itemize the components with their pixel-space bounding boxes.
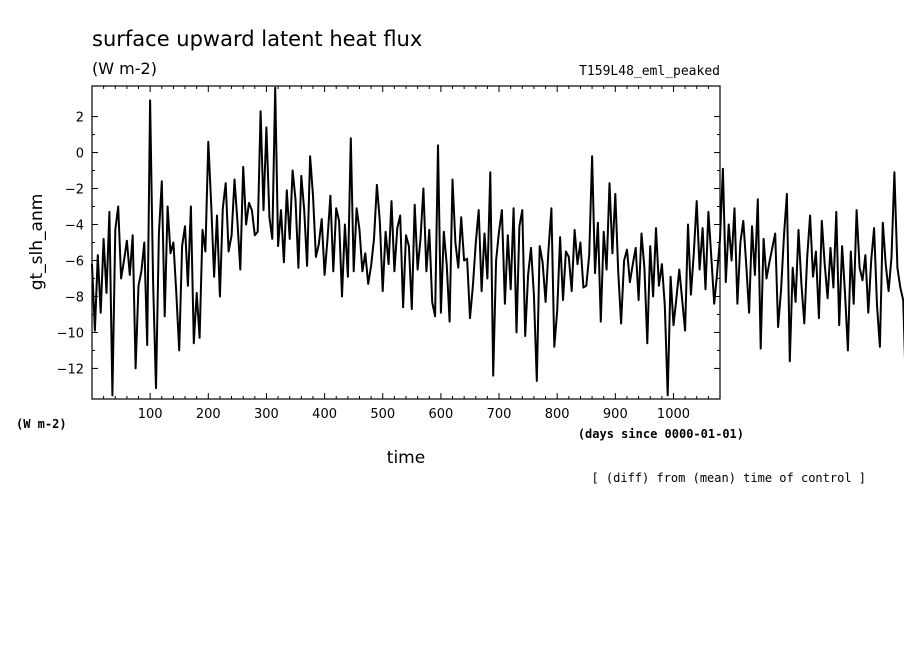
y-tick-label: 2 <box>76 111 84 126</box>
x-tick-label: 400 <box>312 407 337 422</box>
x-tick-label: 200 <box>196 407 221 422</box>
x-axis-units: (days since 0000-01-01) <box>578 427 744 441</box>
chart-title: surface upward latent heat flux <box>92 27 422 51</box>
y-axis-label: gt_slh_anm <box>27 194 47 291</box>
x-tick-label: 500 <box>370 407 395 422</box>
x-tick-label: 1000 <box>657 407 690 422</box>
series-line <box>91 86 904 397</box>
y-axis: 2 0 −2 −4 −6 −8 −10 −12 <box>57 111 720 377</box>
y-axis-units: (W m-2) <box>16 417 67 431</box>
y-tick-label: −12 <box>57 362 84 377</box>
run-name: T159L48_eml_peaked <box>579 64 720 79</box>
x-tick-label: 300 <box>254 407 279 422</box>
y-tick-label: −6 <box>65 254 84 269</box>
x-tick-label: 700 <box>487 407 512 422</box>
y-tick-label: 0 <box>76 147 84 162</box>
diff-note: [ (diff) from (mean) time of control ] <box>591 471 866 485</box>
y-tick-label: −4 <box>65 219 84 234</box>
x-tick-label: 900 <box>603 407 628 422</box>
x-tick-label: 100 <box>138 407 163 422</box>
x-axis: 100 200 300 400 500 600 700 800 900 1000 <box>103 86 709 422</box>
title-units: (W m-2) <box>92 59 157 78</box>
y-tick-label: −2 <box>65 183 84 198</box>
y-tick-label: −8 <box>65 290 84 305</box>
x-tick-label: 600 <box>428 407 453 422</box>
y-tick-label: −10 <box>57 326 84 341</box>
x-axis-label: time <box>387 448 425 468</box>
x-tick-label: 800 <box>545 407 570 422</box>
